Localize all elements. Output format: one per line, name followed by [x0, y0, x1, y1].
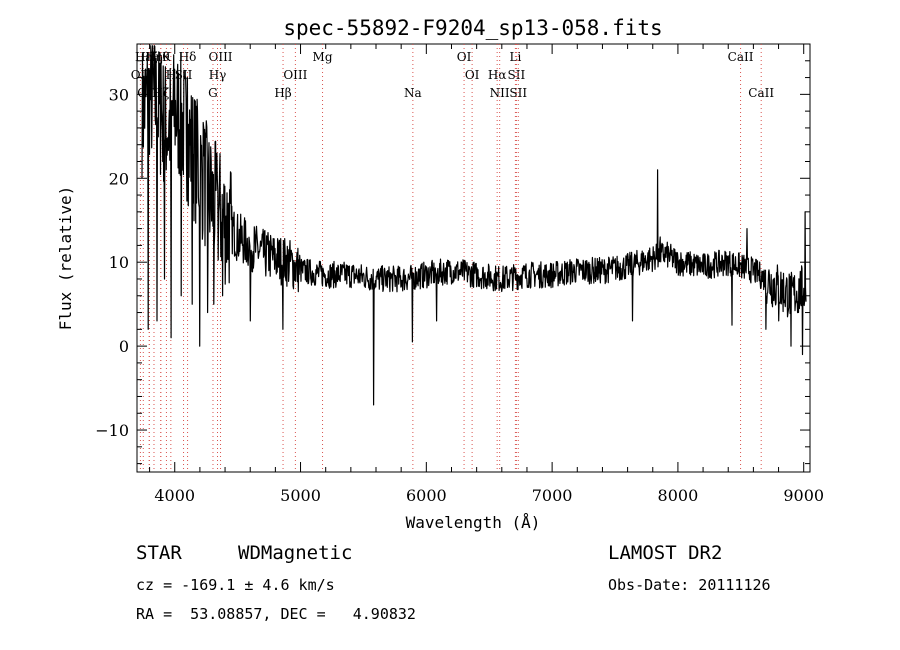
spectrum-line	[141, 45, 807, 406]
line-marker-label-26: CaII	[748, 86, 774, 100]
axes: 4000 5000 6000 7000 8000 9000 −10 0 10 20 30	[95, 43, 824, 505]
line-marker-label-4: K	[162, 50, 172, 64]
x-axis-label: Wavelength (Å)	[406, 513, 541, 532]
object-class: STAR	[136, 542, 182, 564]
x-tick-label-5: 9000	[783, 486, 824, 505]
line-marker-label-17: Hα	[488, 68, 507, 82]
x-tick-label-4: 8000	[658, 486, 699, 505]
y-tick-label-0: −10	[95, 421, 129, 440]
line-marker-label-18: SII	[508, 68, 526, 82]
y-axis-label: Flux (relative)	[56, 186, 75, 331]
line-marker-label-22: Hβ	[274, 86, 291, 100]
x-tick-label-3: 7000	[532, 486, 573, 505]
line-marker-label-14: Hγ	[209, 68, 227, 82]
obs-date-line: Obs-Date: 20111126	[608, 576, 771, 594]
line-marker-label-24: NII	[490, 86, 510, 100]
line-marker-label-23: Na	[404, 86, 422, 100]
line-marker-label-21: G	[208, 86, 218, 100]
coords-line: RA = 53.08857, DEC = 4.90832	[136, 605, 416, 623]
plot-frame	[136, 43, 811, 473]
line-marker-label-9: Li	[509, 50, 521, 64]
line-marker-label-7: Mg	[313, 50, 333, 64]
line-marker-label-16: OI	[465, 68, 480, 82]
y-tick-label-4: 30	[109, 85, 129, 104]
redshift-line: cz = -169.1 ± 4.6 km/s	[136, 576, 335, 594]
object-subclass: WDMagnetic	[238, 542, 353, 564]
survey-name: LAMOST DR2	[608, 542, 723, 564]
y-tick-label-2: 10	[109, 253, 129, 272]
line-marker-label-8: OI	[457, 50, 472, 64]
line-marker-label-10: CaII	[728, 50, 754, 64]
line-marker-label-6: OIII	[208, 50, 232, 64]
line-marker-label-15: OIII	[283, 68, 307, 82]
line-marker-label-25: SII	[509, 86, 527, 100]
chart-title: spec-55892-F9204_sp13-058.fits	[283, 16, 662, 40]
y-tick-label-3: 20	[109, 169, 129, 188]
x-tick-label-0: 4000	[154, 486, 195, 505]
x-tick-label-1: 5000	[280, 486, 321, 505]
spectrum-layer	[141, 45, 807, 406]
x-tick-label-2: 6000	[406, 486, 447, 505]
y-tick-label-1: 0	[119, 337, 129, 356]
